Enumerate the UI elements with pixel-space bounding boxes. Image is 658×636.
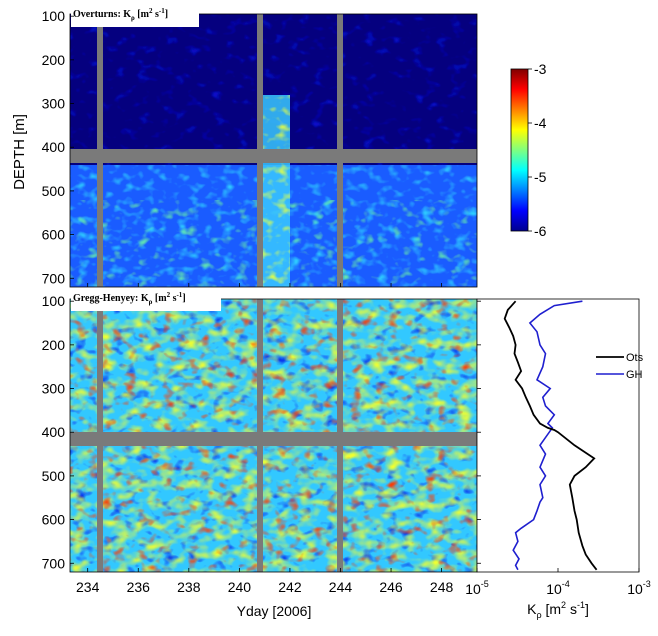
x-tick-label: 234: [76, 579, 100, 595]
x-tick-label: 242: [278, 579, 302, 595]
x-tick-label: 238: [177, 579, 201, 595]
bottom-y-axis: 100 200 300 400 500 600 700: [42, 293, 74, 571]
bottom-heatmap: [69, 298, 478, 573]
y-tick-label: 400: [42, 139, 66, 155]
colorbar-ticks: -3 -4 -5 -6: [528, 61, 547, 239]
y-tick-label: 700: [42, 555, 66, 571]
profile-x-axis: 10-5 10-4 10-3: [465, 568, 651, 597]
profile-x-tick-label: 10-3: [627, 579, 651, 597]
y-tick-label: 200: [42, 337, 66, 353]
y-tick-label: 200: [42, 52, 66, 68]
gh-line: [512, 300, 583, 571]
x-tick-label: 240: [228, 579, 252, 595]
profile-x-axis-label: Kρ [m2 s-1]: [527, 600, 589, 620]
top-title-box: Overturns: Kρ [m2 s-1]: [71, 5, 199, 27]
y-axis-label: DEPTH [m]: [11, 114, 28, 190]
profile-x-tick-label: 10-5: [465, 579, 489, 597]
bottom-title: Gregg-Henyey: Kρ [m2 s-1]: [73, 291, 186, 306]
y-tick-label: 700: [42, 270, 66, 286]
y-tick-label: 400: [42, 424, 66, 440]
x-tick-label: 246: [379, 579, 403, 595]
legend-ots: Ots: [626, 352, 644, 364]
bottom-title-box: Gregg-Henyey: Kρ [m2 s-1]: [71, 289, 221, 311]
profile-legend: Ots GH: [592, 348, 644, 384]
y-tick-label: 500: [42, 468, 66, 484]
y-tick-label: 300: [42, 381, 66, 397]
colorbar-tick-label: -4: [534, 115, 547, 131]
y-tick-label: 500: [42, 183, 66, 199]
profile-x-tick-label: 10-4: [546, 579, 570, 597]
y-tick-label: 600: [42, 227, 66, 243]
x-tick-label: 244: [329, 579, 353, 595]
profile-y-axis: [477, 300, 481, 564]
bottom-x-axis: 234 236 238 240 242 244 246 248: [76, 283, 454, 595]
top-y-axis: 100 200 300 400 500 600 700: [42, 8, 74, 286]
x-tick-label: 248: [430, 579, 454, 595]
colorbar-tick-label: -3: [534, 61, 547, 77]
colorbar: -3 -4 -5 -6: [510, 61, 547, 239]
legend-gh: GH: [626, 369, 643, 381]
x-axis-label: Yday [2006]: [237, 603, 312, 619]
y-tick-label: 100: [42, 293, 66, 309]
profile-panel: 10-5 10-4 10-3 Ots GH Kρ [m2 s-1]: [465, 298, 651, 620]
y-tick-label: 100: [42, 8, 66, 24]
top-title: Overturns: Kρ [m2 s-1]: [73, 7, 168, 22]
x-tick-label: 236: [127, 579, 151, 595]
top-heatmap: [69, 13, 478, 288]
y-tick-label: 600: [42, 512, 66, 528]
y-tick-label: 300: [42, 96, 66, 112]
ots-line: [503, 300, 598, 571]
colorbar-tick-label: -6: [534, 223, 547, 239]
colorbar-tick-label: -5: [534, 169, 547, 185]
